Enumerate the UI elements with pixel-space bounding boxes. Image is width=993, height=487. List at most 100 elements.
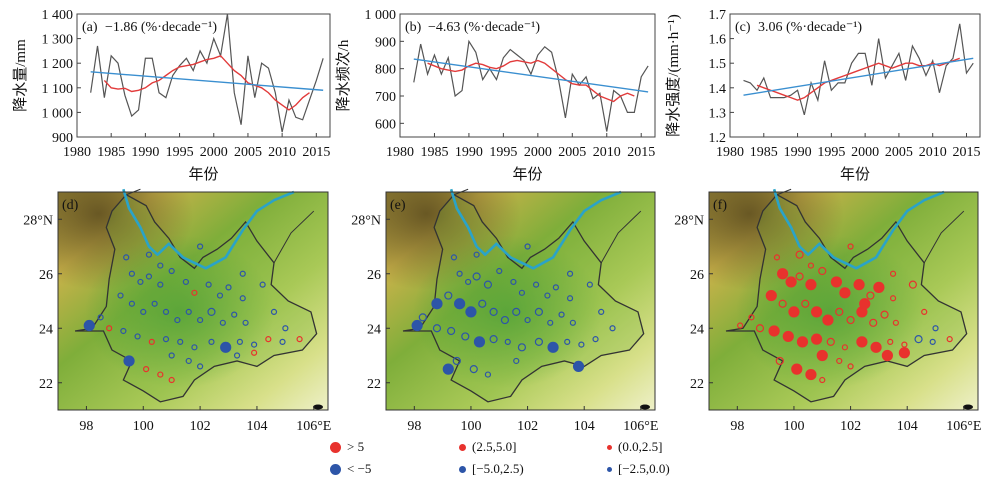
y-tick-label: 1.2 [709, 131, 727, 146]
station-decrease-marker [418, 313, 427, 322]
station-decrease-marker [586, 281, 593, 288]
panel-label: (f) [713, 198, 727, 213]
station-increase-marker [106, 325, 113, 332]
station-decrease-marker [469, 365, 478, 374]
x-axis-label: 年份 [188, 166, 218, 183]
station-decrease-marker [465, 306, 477, 318]
station-decrease-marker [432, 324, 442, 333]
station-increase-marker [836, 357, 843, 365]
station-decrease-marker [157, 281, 164, 288]
station-decrease-marker [270, 308, 278, 315]
station-increase-marker [796, 336, 809, 348]
station-increase-marker [168, 376, 175, 384]
station-increase-marker [822, 314, 834, 326]
lat-tick-label: 26 [690, 268, 704, 283]
station-decrease-marker [450, 254, 458, 261]
trend-line [90, 71, 324, 91]
station-decrease-marker [145, 251, 153, 258]
y-tick-label: 1 100 [42, 82, 74, 97]
station-increase-marker [892, 319, 899, 326]
x-axis-label: 年份 [512, 166, 542, 183]
station-increase-marker [889, 295, 897, 302]
station-increase-marker [898, 347, 910, 359]
station-increase-marker [807, 262, 815, 269]
station-decrease-marker [592, 336, 599, 343]
station-increase-marker [748, 314, 755, 321]
station-decrease-marker [182, 278, 189, 286]
y-tick-label: 900 [52, 131, 73, 146]
station-decrease-marker [140, 308, 147, 315]
lon-tick-label: 106°E [623, 419, 658, 434]
station-decrease-marker [233, 352, 241, 359]
station-increase-marker [788, 306, 800, 318]
station-decrease-marker [236, 338, 243, 345]
station-decrease-marker [411, 319, 423, 332]
station-increase-marker [921, 308, 928, 315]
panel-label: (e) [390, 198, 406, 213]
lowland-shading [386, 192, 655, 410]
station-decrease-marker [242, 319, 249, 326]
observed-series-line [413, 39, 649, 132]
station-decrease-marker [473, 336, 486, 348]
x-tick-label: 1995 [817, 145, 845, 160]
lat-tick-label: 26 [39, 268, 53, 283]
station-decrease-marker [524, 316, 531, 324]
station-increase-marker [810, 333, 823, 345]
timeseries-panel-3: 1.2 1.3 1.4 1.5 1.6 1.7 1980 1985 1990 1995 2000 20… [665, 8, 981, 183]
lat-tick-label: 26 [367, 268, 381, 283]
station-decrease-marker [97, 314, 104, 321]
station-decrease-marker [162, 336, 170, 343]
station-decrease-marker [452, 356, 461, 366]
station-decrease-marker [168, 267, 175, 275]
station-decrease-marker [572, 360, 585, 372]
y-tick-label: 1 200 [42, 57, 74, 72]
y-tick-label: 600 [375, 117, 396, 132]
timeseries-panel-2: 600 700 800 900 1 000 1980 1985 1990 1995 2000 200… [335, 8, 656, 183]
x-tick-label: 2015 [952, 145, 980, 160]
station-increase-marker [765, 289, 777, 302]
map-panel-2: (e) 98 100 102 104 106°E 28°N 26 24 22 [351, 188, 658, 434]
y-tick-label: 1.7 [709, 8, 727, 23]
station-decrease-marker [208, 338, 215, 345]
lon-tick-label: 102 [517, 419, 538, 434]
station-decrease-marker [239, 270, 246, 277]
trend-line [743, 57, 974, 96]
station-decrease-marker [932, 325, 939, 332]
station-decrease-marker [914, 335, 923, 344]
legend-label: (2.5,5.0] [472, 439, 517, 454]
station-decrease-marker [512, 307, 521, 316]
map-frame [708, 191, 979, 411]
station-decrease-marker [128, 300, 135, 307]
station-decrease-marker [483, 280, 493, 289]
station-increase-marker [841, 344, 849, 351]
station-decrease-marker [137, 278, 144, 286]
station-decrease-marker [231, 311, 238, 318]
trend-label: −1.86 (%·decade⁻¹) [105, 20, 217, 35]
station-decrease-marker [500, 315, 510, 325]
legend-marker [607, 444, 612, 450]
station-increase-marker [805, 279, 817, 291]
plot-frame [399, 13, 656, 138]
map-corner-mark [963, 404, 973, 410]
panel-label: (a) [82, 20, 98, 35]
y-tick-label: 1 000 [42, 106, 74, 121]
station-increase-marker [870, 341, 882, 353]
station-decrease-marker [444, 291, 453, 300]
station-increase-marker [881, 349, 893, 362]
station-decrease-marker [517, 343, 527, 352]
station-decrease-marker [225, 284, 232, 291]
legend-marker [607, 466, 612, 472]
station-decrease-marker [566, 295, 574, 302]
station-increase-marker [143, 366, 150, 373]
lat-tick-label: 28°N [23, 213, 53, 228]
x-tick-label: 1980 [386, 145, 414, 160]
station-increase-marker [265, 336, 272, 343]
station-increase-marker [795, 272, 804, 281]
y-tick-label: 1.5 [709, 57, 727, 72]
station-increase-marker [869, 318, 878, 327]
station-decrease-marker [456, 270, 463, 277]
x-tick-label: 2010 [919, 145, 947, 160]
station-decrease-marker [489, 335, 498, 344]
station-increase-marker [847, 363, 854, 370]
